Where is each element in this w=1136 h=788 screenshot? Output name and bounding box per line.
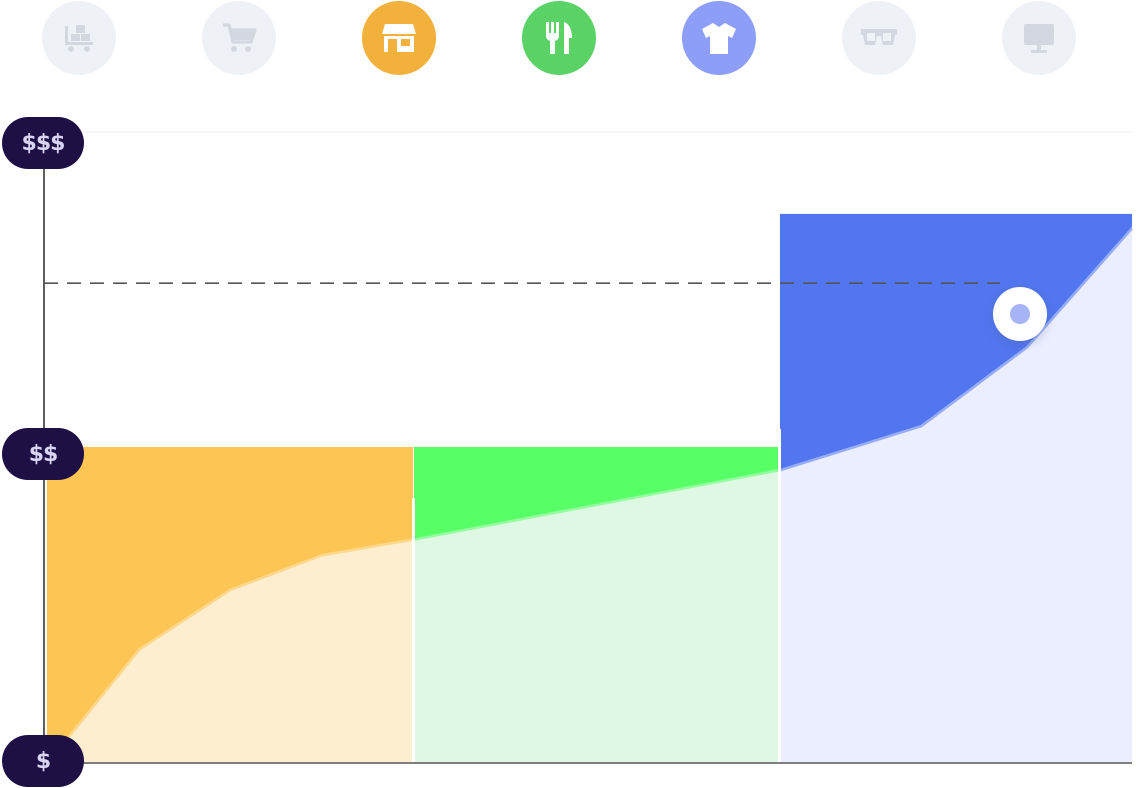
price-marker-dot [1010, 304, 1030, 324]
segment-store-area [47, 538, 413, 762]
price-label-high: $$$ [2, 117, 84, 169]
segment-store-fill [47, 447, 413, 762]
monitor-icon[interactable] [1002, 1, 1076, 75]
segment-store-curve [45, 535, 414, 764]
glasses-icon[interactable] [842, 1, 916, 75]
price-marker-handle[interactable] [993, 287, 1047, 341]
price-label-mid: $$ [2, 428, 84, 480]
segment-food-fill [414, 447, 779, 539]
fork-knife-icon[interactable] [522, 1, 596, 75]
wholesale-icon[interactable] [42, 1, 116, 75]
segment-apparel-curve [779, 224, 1134, 472]
segment-apparel-area [780, 226, 1132, 762]
price-label-low: $ [2, 735, 84, 787]
segment-food-curve [413, 466, 780, 541]
segment-food-area [414, 469, 779, 762]
store-icon[interactable] [362, 1, 436, 75]
cart-icon[interactable] [202, 1, 276, 75]
tshirt-icon[interactable] [682, 1, 756, 75]
segment-apparel-fill [780, 213, 1132, 470]
